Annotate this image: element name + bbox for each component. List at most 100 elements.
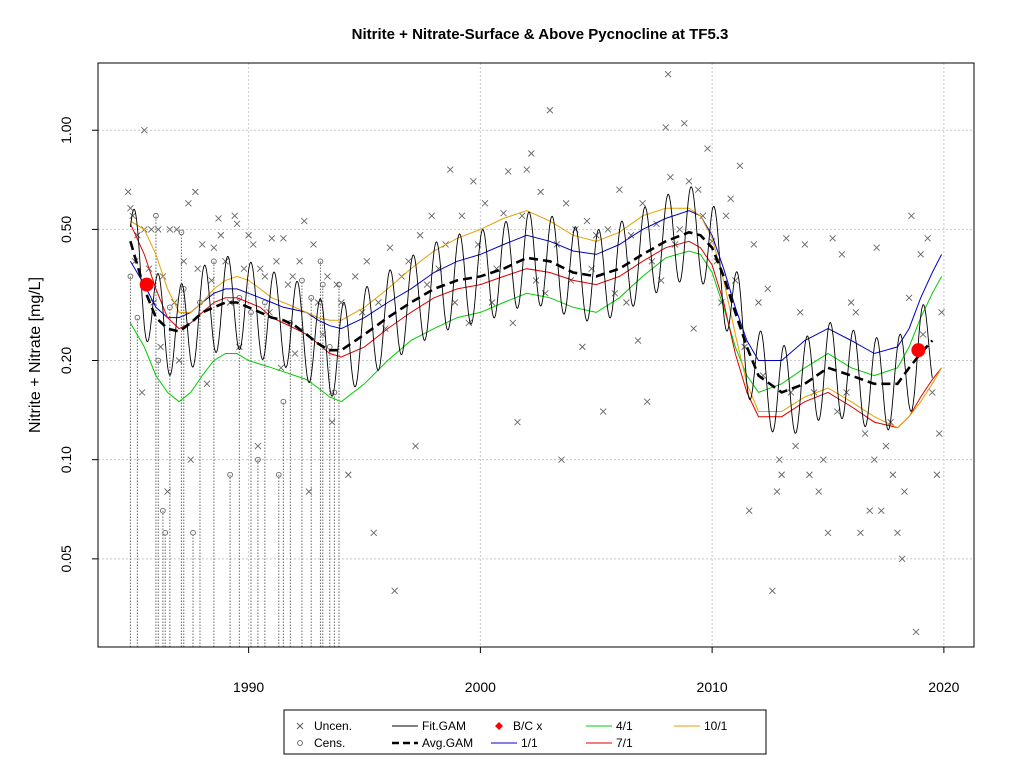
uncensored-point [203,380,211,388]
uncensored-point [599,408,607,415]
legend-label: 10/1 [704,719,728,733]
censored-point [166,304,173,311]
uncensored-point [938,309,945,316]
legend-bc-symbol [495,722,503,730]
uncensored-point [583,217,591,225]
uncensored-point [338,299,345,306]
uncensored-point [664,70,672,78]
uncensored-point [662,124,670,131]
series-fit-gam-line [129,186,933,434]
legend-label: Uncen. [314,719,352,733]
legend-cens-symbol [297,740,303,746]
uncensored-point [173,226,181,233]
censored-interval-lines [129,215,340,647]
uncensored-point [154,226,162,233]
censored-point [317,258,324,265]
legend-label: 7/1 [616,736,633,750]
uncensored-point [208,277,215,284]
uncensored-point [917,251,925,258]
uncensored-point [877,507,885,515]
uncensored-point [215,215,222,222]
uncensored-point [866,507,874,515]
uncensored-point [671,241,679,248]
uncensored-point [861,430,869,437]
uncensored-point [708,238,716,245]
uncensored-point [857,529,864,537]
x-tick-label: 2000 [465,679,496,695]
baseline-current-marker [139,277,154,292]
y-tick-label: 1.00 [58,116,74,143]
censored-point [134,314,141,321]
uncensored-point [451,299,459,306]
censored-point [160,507,166,514]
uncensored-point [240,265,248,272]
censored-point [275,471,282,478]
uncensored-point [210,244,218,252]
x-tick-label: 2020 [928,679,959,695]
series-1-1-line [129,210,943,361]
uncensored-point [639,200,646,207]
uncensored-point [694,186,702,194]
uncensored-point [416,231,424,239]
uncensored-point [386,244,394,252]
y-tick-label: 0.10 [58,446,74,473]
baseline-current-markers [139,277,926,358]
uncensored-point [147,226,155,233]
uncensored-point [363,258,371,265]
uncensored-point [558,456,565,463]
uncensored-point [838,251,846,258]
uncensored-point [500,209,507,217]
uncensored-point [727,195,734,202]
uncensored-point [391,587,398,595]
uncensored-point [787,389,795,396]
uncensored-point [782,234,790,242]
uncensored-point [233,220,241,228]
uncensored-point [509,319,517,327]
uncensored-point [623,299,630,306]
uncensored-point [537,188,544,196]
censored-point [319,281,326,288]
y-tick-label: 0.05 [58,545,74,572]
uncensored-point [764,285,772,293]
uncensored-point [428,212,436,220]
uncensored-point [375,299,382,306]
chart-title: Nitrite + Nitrate-Surface & Above Pycnoc… [352,26,729,43]
series-7-1-line [129,223,942,429]
uncensored-point [222,258,229,265]
uncensored-point [324,273,331,280]
uncensored-point [643,398,651,405]
legend-label: Cens. [314,736,345,750]
censored-point [255,456,261,463]
grid-lines [98,63,974,647]
uncensored-point [776,456,783,463]
uncensored-point [157,343,164,351]
uncensored-point [129,212,137,220]
uncensored-point [127,204,134,212]
censored-point [178,229,185,236]
uncensored-point [284,281,292,288]
uncensored-point [328,418,336,426]
uncensored-point [256,265,264,272]
uncensored-point [187,456,195,463]
y-tick-label: 0.50 [58,216,74,243]
censored-point [280,398,287,405]
uncensored-point [901,488,908,495]
uncensored-point [769,587,776,595]
uncensored-point [333,281,341,288]
uncensored-point [806,471,813,479]
uncensored-point [296,258,303,265]
uncensored-point [924,234,931,242]
uncensored-point [579,343,586,351]
uncensored-point [124,188,132,196]
uncensored-point [680,119,688,127]
series-10-1-line [130,207,943,429]
uncensored-point [847,299,855,306]
censored-point [299,277,305,284]
uncensored-point [518,212,526,220]
trend-curves [129,186,943,434]
uncensored-point [820,456,827,463]
uncensored-point [423,281,431,288]
uncensored-point [310,241,317,248]
uncensored-point [882,442,890,450]
uncensored-point [908,212,915,220]
